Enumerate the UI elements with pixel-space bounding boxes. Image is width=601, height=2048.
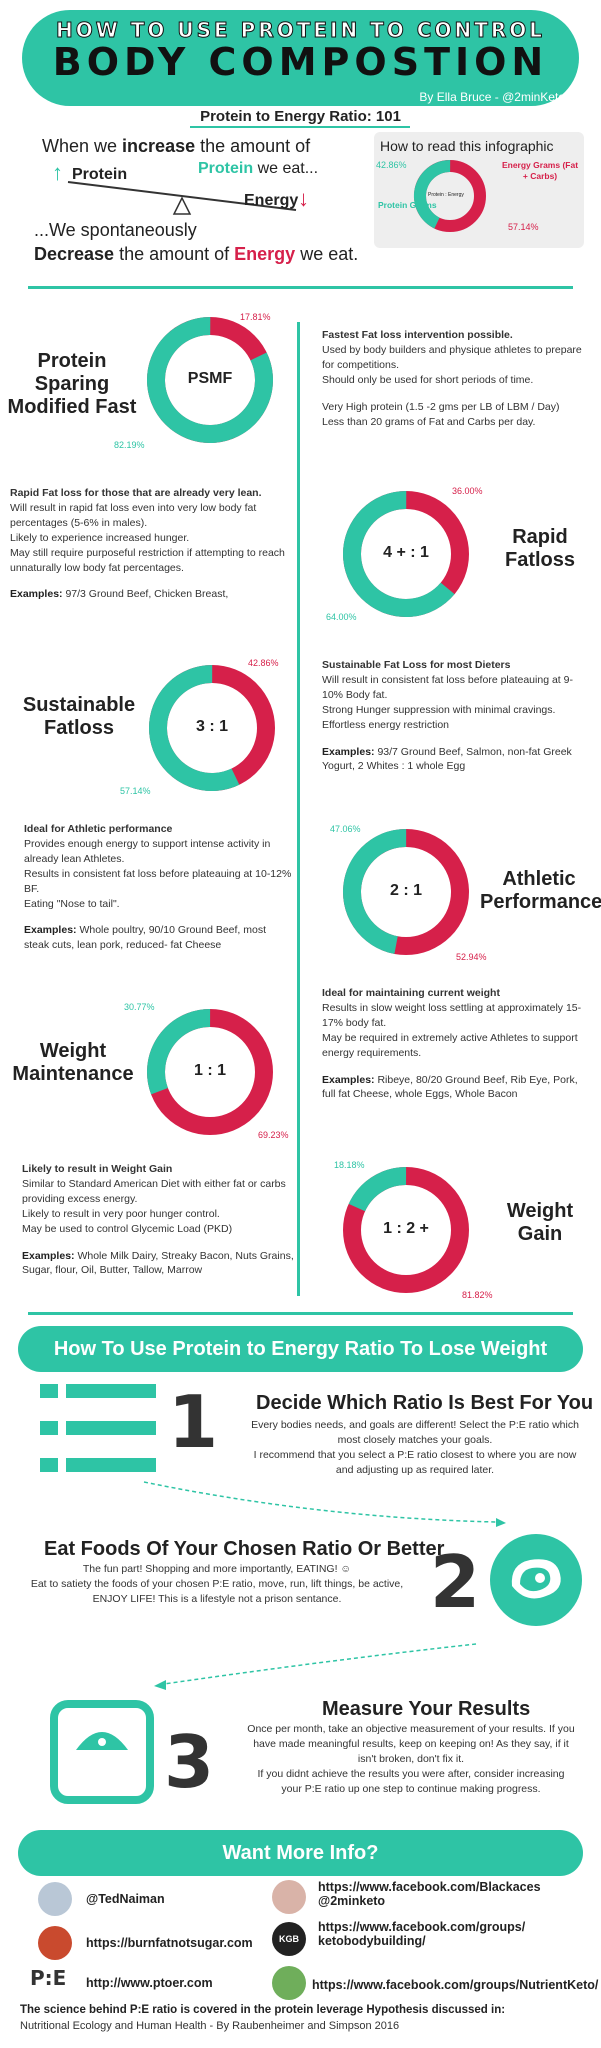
maint-donut (147, 1009, 273, 1135)
ted-link[interactable]: @TedNaiman (86, 1892, 165, 1906)
fb-blackaces-link[interactable]: https://www.facebook.com/Blackaces @2mink… (318, 1880, 541, 1908)
timeline-line (297, 322, 300, 1296)
title-line-1: HOW TO USE PROTEIN TO CONTROL (56, 18, 545, 43)
psmf-title: Protein Sparing Modified Fast (7, 350, 137, 418)
ptoer-link[interactable]: http://www.ptoer.com (86, 1976, 213, 1990)
howto-title: How to read this infographic (380, 138, 554, 154)
gain-center: 1 : 2 + (383, 1220, 429, 1237)
step-2-title: Eat Foods Of Your Chosen Ratio Or Better (44, 1538, 445, 1560)
divider-top (28, 286, 573, 289)
psmf-protein-arc (147, 317, 273, 443)
howto-protein-grams: Protein Grams (378, 200, 437, 210)
step-3-text: Once per month, take an objective measur… (247, 1723, 575, 1795)
athletic-protein-arc (343, 829, 469, 955)
arrow-down-icon: ↓ (298, 186, 309, 211)
gain-energy-pct: 81.82% (462, 1290, 493, 1300)
maint-text: Ideal for maintaining current weight Res… (322, 987, 582, 1101)
gain-title: Weight Gain (506, 1200, 574, 1245)
byline: By Ella Bruce - @2minKeto (419, 90, 565, 104)
athletic-protein-pct: 47.06% (330, 824, 361, 834)
howto-protein-arc (414, 160, 486, 232)
gain-donut (343, 1167, 469, 1293)
list-icon (40, 1384, 156, 1472)
sustain-title: Sustainable Fatloss (22, 694, 136, 739)
gain-protein-pct: 18.18% (334, 1160, 365, 1170)
ted-avatar (38, 1882, 72, 1916)
step-1-title: Decide Which Ratio Is Best For You (256, 1392, 594, 1414)
athletic-donut (343, 829, 469, 955)
protein-eat-line: Protein we eat... (198, 160, 319, 177)
sustain-energy-pct: 42.86% (248, 658, 279, 668)
howto-donut (414, 160, 486, 232)
rapid-energy-pct: 36.00% (452, 486, 483, 496)
rapid-protein-pct: 64.00% (326, 612, 357, 622)
ratio-heading: Protein to Energy Ratio: 101 (200, 108, 401, 125)
rapid-title: Rapid Fatloss (504, 526, 576, 571)
steak-icon (490, 1534, 582, 1626)
sustain-donut (149, 665, 275, 791)
sustain-text: Sustainable Fat Loss for most Dieters Wi… (322, 659, 573, 773)
maint-energy-pct: 69.23% (258, 1130, 289, 1140)
burn-link[interactable]: https://burnfatnotsugar.com (86, 1936, 253, 1950)
maint-protein-pct: 30.77% (124, 1002, 155, 1012)
athletic-center: 2 : 1 (389, 882, 422, 899)
step-2-text: The fun part! Shopping and more importan… (30, 1563, 404, 1605)
step-2-number: 2 (430, 1540, 481, 1624)
step-1-text: Every bodies needs, and goals are differ… (251, 1419, 579, 1476)
rapid-donut (343, 491, 469, 617)
athletic-text: Ideal for Athletic performance Provides … (24, 823, 292, 952)
fb-ketobodybuilding-link[interactable]: https://www.facebook.com/groups/ketobody… (318, 1920, 526, 1948)
scale-icon (50, 1700, 154, 1804)
psmf-energy-pct: 17.81% (240, 312, 271, 322)
step-3-title: Measure Your Results (322, 1698, 531, 1720)
sustain-protein-pct: 57.14% (120, 786, 151, 796)
dashed-arrow-1 (143, 1481, 506, 1527)
howto-pct-energy: 57.14% (508, 222, 539, 232)
kgb-logo: KGB (272, 1922, 306, 1956)
gain-text: Likely to result in Weight Gain Similar … (22, 1163, 294, 1277)
heading-underline (190, 126, 410, 128)
psmf-text: Fastest Fat loss intervention possible. … (322, 329, 582, 428)
step-1-number: 1 (168, 1380, 219, 1464)
howuse-banner: How To Use Protein to Energy Ratio To Lo… (18, 1326, 583, 1372)
rapid-protein-arc (343, 491, 469, 617)
pe-logo: P:E (30, 1966, 67, 1990)
howto-pct-protein: 42.86% (376, 160, 407, 170)
fb-nutrientketo-link[interactable]: https://www.facebook.com/groups/Nutrient… (312, 1978, 599, 1992)
howto-energy-grams: Energy Grams (Fat + Carbs) (501, 160, 579, 182)
arrow-up-icon: ↑ (52, 160, 63, 185)
psmf-donut (147, 317, 273, 443)
ella-avatar (272, 1880, 306, 1914)
seesaw-icon (67, 181, 297, 215)
nutrient-keto-logo (272, 1966, 306, 2000)
protein-label: Protein (72, 166, 128, 183)
book-reference: Nutritional Ecology and Human Health - B… (20, 2020, 400, 2032)
sustain-center: 3 : 1 (195, 718, 228, 735)
rapid-center: 4 + : 1 (383, 544, 429, 561)
intro-line-1: When we increase the amount of (42, 136, 311, 156)
psmf-protein-pct: 82.19% (114, 440, 145, 450)
burn-logo (38, 1926, 72, 1960)
intro-line-decrease: Decrease the amount of Energy we eat. (34, 244, 359, 264)
energy-label: Energy (244, 192, 299, 209)
title-line-2: BODY COMPOSTION (52, 40, 549, 84)
psmf-center: PSMF (187, 370, 233, 387)
rapid-text: Rapid Fat loss for those that are alread… (10, 487, 285, 601)
maint-center: 1 : 1 (193, 1062, 226, 1079)
howto-center-label: Protein : Energy (428, 192, 464, 198)
title-banner (22, 10, 579, 106)
athletic-title: Athletic Performance (480, 868, 601, 913)
more-banner: Want More Info? (18, 1830, 583, 1876)
intro-line-spont: ...We spontaneously (34, 220, 197, 240)
science-note: The science behind P:E ratio is covered … (20, 2004, 506, 2016)
dashed-arrow-2 (154, 1643, 477, 1690)
step-3-number: 3 (164, 1720, 215, 1804)
divider-mid (28, 1312, 573, 1315)
maint-title: Weight Maintenance (12, 1040, 134, 1085)
athletic-energy-pct: 52.94% (456, 952, 487, 962)
